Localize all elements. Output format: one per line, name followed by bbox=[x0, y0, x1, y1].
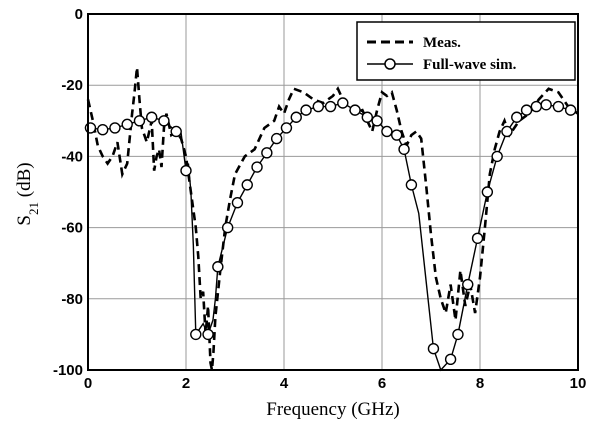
series-sim-marker bbox=[520, 104, 533, 116]
series-sim-marker bbox=[190, 328, 202, 341]
series-sim-marker bbox=[381, 125, 393, 138]
legend-sim-marker bbox=[384, 58, 396, 70]
series-group bbox=[84, 67, 579, 372]
series-sim-marker bbox=[290, 111, 302, 123]
x-tick-label: 6 bbox=[378, 375, 386, 392]
series-sim-marker bbox=[462, 278, 474, 291]
series-sim-marker bbox=[251, 161, 263, 173]
x-tick-label: 0 bbox=[84, 375, 92, 392]
series-sim-marker bbox=[84, 122, 97, 134]
series-sim-marker bbox=[212, 261, 224, 273]
series-sim-marker bbox=[405, 179, 418, 191]
series-sim-marker bbox=[280, 122, 293, 134]
legend: Meas. Full-wave sim. bbox=[356, 21, 576, 81]
series-sim-marker bbox=[361, 111, 373, 123]
x-tick-label: 4 bbox=[280, 375, 289, 392]
series-sim-marker bbox=[452, 328, 464, 341]
series-sim-marker bbox=[501, 125, 513, 138]
plot-frame bbox=[87, 13, 579, 371]
legend-sim-label: Full-wave sim. bbox=[423, 57, 517, 73]
series-sim-line bbox=[88, 102, 579, 372]
y-tick-label: -40 bbox=[61, 148, 83, 165]
series-sim-marker bbox=[261, 147, 273, 159]
series-sim-marker bbox=[391, 129, 403, 141]
series-sim-marker bbox=[170, 125, 182, 138]
series-sim-marker bbox=[241, 179, 253, 191]
series-sim-marker bbox=[180, 164, 192, 177]
x-tick-label: 10 bbox=[570, 375, 587, 392]
series-sim-marker bbox=[231, 196, 244, 209]
series-sim-marker bbox=[337, 97, 349, 109]
y-tick-label: -80 bbox=[61, 291, 83, 308]
series-sim-marker bbox=[564, 104, 577, 116]
series-sim-marker bbox=[491, 150, 503, 163]
x-tick-label: 2 bbox=[182, 375, 190, 392]
series-sim-marker bbox=[371, 115, 383, 127]
series-sim-marker bbox=[540, 99, 552, 111]
y-tick-label: -60 bbox=[61, 220, 83, 237]
series-sim-marker bbox=[312, 100, 324, 113]
y-tick-label: -100 bbox=[53, 362, 83, 379]
series-sim-marker bbox=[133, 115, 146, 127]
series-sim-marker bbox=[349, 104, 361, 116]
series-sim-marker bbox=[427, 342, 440, 355]
series-sim-marker bbox=[202, 328, 214, 341]
series-sim-marker bbox=[481, 186, 494, 198]
series-meas-line bbox=[86, 67, 579, 371]
legend-meas-label: Meas. bbox=[423, 35, 461, 51]
series-sim-marker bbox=[471, 232, 484, 244]
y-tick-label: 0 bbox=[75, 6, 83, 23]
series-sim-marker bbox=[324, 100, 337, 113]
y-axis-label: S21 (dB) bbox=[14, 162, 41, 225]
series-sim-marker bbox=[109, 122, 121, 134]
series-sim-marker bbox=[530, 100, 543, 113]
y-tick-labels: 0 -20 -40 -60 -80 -100 bbox=[53, 6, 83, 379]
series-sim-marker bbox=[270, 132, 283, 145]
series-sim-marker bbox=[444, 353, 457, 366]
series-sim-marker bbox=[96, 123, 109, 136]
series-sim-marker bbox=[221, 221, 234, 234]
series-sim-marker bbox=[511, 111, 523, 123]
series-sim-marker bbox=[158, 115, 170, 127]
x-tick-label: 8 bbox=[476, 375, 484, 392]
series-sim-marker bbox=[145, 111, 158, 123]
x-tick-labels: 0 2 4 6 8 10 bbox=[84, 375, 587, 392]
series-sim-marker bbox=[121, 118, 133, 131]
series-sim-marker bbox=[300, 104, 312, 116]
series-sim-marker bbox=[552, 100, 565, 113]
y-tick-label: -20 bbox=[61, 77, 83, 94]
legend-box bbox=[356, 21, 576, 81]
x-axis-label: Frequency (GHz) bbox=[266, 399, 399, 420]
series-sim-marker bbox=[398, 143, 410, 155]
